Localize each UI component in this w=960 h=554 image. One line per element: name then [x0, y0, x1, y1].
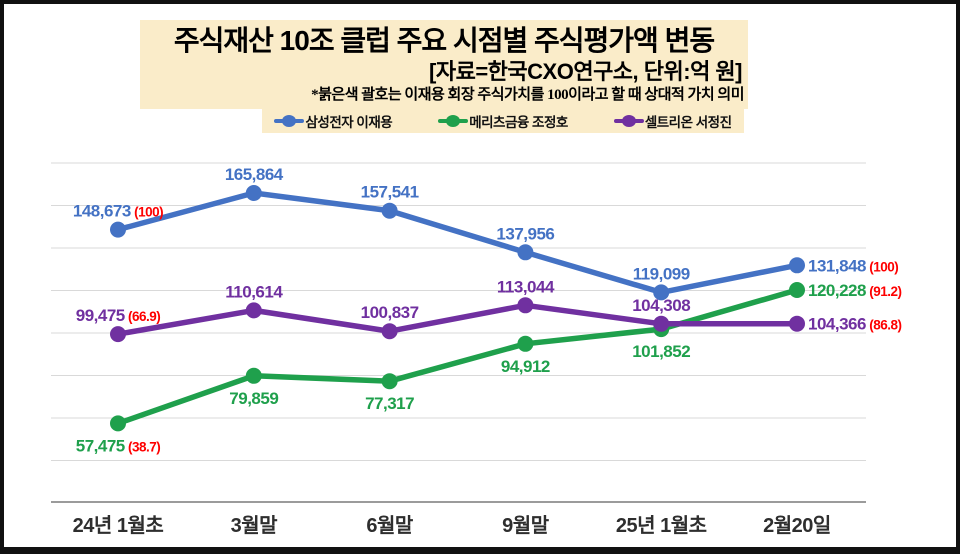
data-point-marker	[653, 284, 670, 301]
series-line-2	[115, 302, 800, 337]
data-label: 165,864	[225, 165, 284, 184]
data-label: 94,912	[501, 357, 550, 376]
data-point-marker	[245, 185, 262, 201]
legend-marker-icon	[438, 115, 469, 127]
data-label: 57,475 (38.7)	[76, 436, 161, 455]
x-axis-tick-label: 25년 1월초	[616, 514, 707, 537]
legend-label: 메리츠금융 조정호	[469, 115, 568, 130]
data-label: 77,317	[365, 394, 414, 413]
data-point-marker	[110, 326, 126, 343]
data-label: 110,614	[225, 282, 283, 301]
line-chart: 24년 1월초 3월말 6월말 9월말 25년 1월초 2월20일 148,673 (100…	[51, 162, 902, 537]
data-point-marker	[789, 315, 805, 332]
data-label: 99,475 (66.9)	[76, 306, 161, 325]
x-axis-tick-label: 24년 1월초	[73, 514, 164, 537]
series-line-1	[115, 287, 800, 427]
legend-marker-icon	[274, 115, 305, 127]
data-point-marker	[110, 415, 126, 432]
legend-label: 셀트리온 서정진	[644, 115, 732, 130]
title-block: 주식재산 10조 클럽 주요 시점별 주식평가액 변동 [자료=한국CXO연구소…	[140, 20, 748, 109]
legend-marker-icon	[613, 115, 644, 127]
chart-note: *붉은색 괄호는 이재용 회장 주식가치를 100이라고 할 때 상대적 가치 …	[311, 87, 744, 103]
x-axis-tick-label: 2월20일	[763, 514, 831, 537]
data-label: 119,099	[633, 264, 690, 283]
data-point-marker	[110, 221, 126, 238]
x-axis-tick-label: 6월말	[366, 514, 414, 537]
data-point-marker	[381, 323, 398, 340]
data-label: 113,044	[497, 277, 555, 296]
x-axis-tick-label: 3월말	[231, 514, 279, 537]
legend-item-samsung: 삼성전자 이재용	[274, 111, 393, 131]
chart-source: [자료=한국CXO연구소, 단위:억 원]	[429, 59, 742, 84]
data-label: 131,848 (100)	[808, 256, 898, 275]
data-label: 148,673 (100)	[73, 202, 163, 221]
data-label: 101,852	[632, 342, 690, 361]
series-line-0	[115, 190, 800, 296]
data-point-marker	[517, 244, 534, 261]
data-label: 79,859	[229, 389, 278, 408]
legend: 삼성전자 이재용 메리츠금융 조정호 셀트리온 서정진	[262, 109, 744, 133]
data-label: 104,308	[632, 296, 690, 315]
legend-label: 삼성전자 이재용	[305, 115, 393, 130]
data-label: 100,837	[361, 303, 419, 322]
data-label: 157,541	[361, 183, 419, 202]
data-point-marker	[517, 335, 534, 352]
data-point-marker	[245, 302, 262, 319]
data-point-marker	[653, 315, 670, 332]
data-point-marker	[245, 367, 262, 384]
chart-title: 주식재산 10조 클럽 주요 시점별 주식평가액 변동	[173, 25, 715, 56]
legend-item-celltrion: 셀트리온 서정진	[613, 111, 732, 131]
data-point-marker	[789, 257, 805, 274]
data-label: 137,956	[496, 224, 554, 243]
data-label: 120,228 (91.2)	[808, 281, 901, 300]
data-point-marker	[381, 373, 398, 390]
data-point-marker	[517, 297, 534, 314]
data-label: 104,366 (86.8)	[808, 315, 901, 334]
legend-item-meritz: 메리츠금융 조정호	[438, 111, 568, 131]
x-axis-tick-label: 9월말	[502, 514, 550, 537]
data-point-marker	[789, 282, 805, 298]
data-point-marker	[381, 202, 398, 219]
